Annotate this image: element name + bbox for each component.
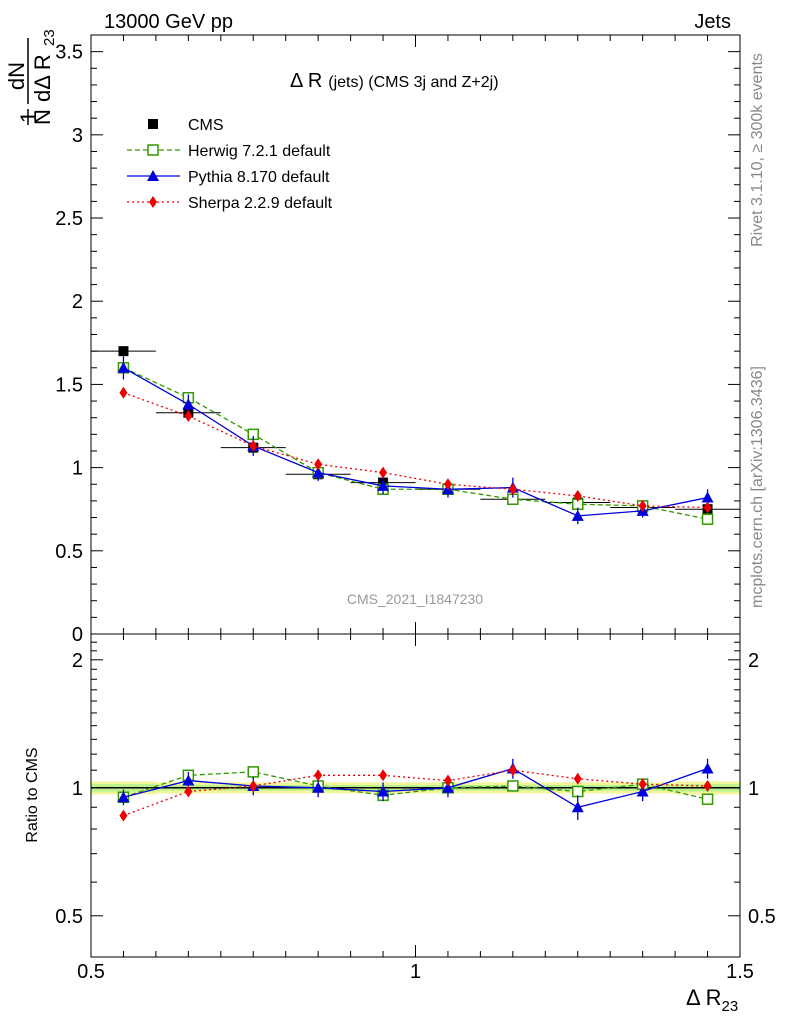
- data-point-herwig: [701, 513, 714, 525]
- data-point-pythia: [377, 479, 390, 491]
- header-left: 13000 GeV pp: [104, 11, 233, 33]
- ratio-point-sherpa: [119, 809, 128, 822]
- legend-marker-pythia: [147, 170, 159, 181]
- chart-title-main: Δ R: [290, 70, 322, 92]
- data-point-pythia: [312, 466, 325, 478]
- series-sherpa: [119, 386, 712, 514]
- data-point-sherpa: [443, 478, 452, 491]
- ratio-point-sherpa: [443, 774, 452, 787]
- header-right: Jets: [694, 11, 731, 33]
- ratio-point-herwig: [572, 785, 584, 798]
- x-tick-label: 1.5: [726, 961, 754, 983]
- data-point-pythia: [182, 398, 195, 410]
- mcplots-label: mcplots.cern.ch [arXiv:1306.3436]: [749, 366, 766, 608]
- ratio-y-tick-label-left: 0.5: [55, 906, 83, 928]
- ratio-y-label-text: Ratio to CMS: [24, 747, 41, 842]
- ratio-y-tick-label-right: 2: [748, 650, 759, 672]
- ratio-y-tick-label-left: 1: [72, 778, 83, 800]
- y-tick-label: 0: [72, 624, 83, 646]
- y-tick-label: 1: [72, 458, 83, 480]
- ratio-point-pythia: [571, 801, 584, 813]
- legend-label-pythia: Pythia 8.170 default: [188, 169, 330, 186]
- series-line-pythia: [123, 367, 708, 517]
- y-label-den: dΔ R: [30, 54, 55, 102]
- x-axis-label-main: Δ R: [686, 985, 721, 1010]
- ratio-line-pythia: [123, 767, 708, 808]
- x-axis-label-sub: 23: [721, 998, 738, 1015]
- rivet-label: Rivet 3.1.10, ≥ 300k events: [749, 53, 766, 247]
- data-point-cms: [118, 346, 129, 357]
- y-tick-label: 2: [72, 291, 83, 313]
- ratio-point-sherpa: [638, 778, 647, 791]
- ratio-point-pythia: [377, 785, 390, 797]
- x-axis-label: Δ R23: [686, 985, 738, 1015]
- ratio-point-sherpa: [249, 779, 258, 792]
- ratio-panel: 0.5 0.5 1 1 2 2 0.5 1 1.5 Ratio to CMS Δ R23: [24, 633, 776, 1015]
- data-point-pythia: [701, 491, 714, 503]
- ratio-y-axis-label: Ratio to CMS: [24, 747, 41, 842]
- y-tick-label: 2.5: [55, 208, 83, 230]
- data-point-pythia: [571, 509, 584, 521]
- ratio-point-pythia: [636, 785, 649, 797]
- data-point-sherpa: [314, 458, 323, 471]
- ratio-point-pythia: [441, 781, 454, 793]
- ratio-line-sherpa: [123, 769, 708, 817]
- ratio-point-pythia: [117, 791, 130, 803]
- ratio-point-pythia: [701, 762, 714, 774]
- data-point-sherpa: [573, 489, 582, 502]
- watermark: CMS_2021_I1847230: [347, 591, 483, 607]
- data-point-sherpa: [703, 501, 712, 514]
- data-point-sherpa: [184, 410, 193, 423]
- series-herwig: [117, 362, 714, 525]
- legend-label-cms: CMS: [188, 117, 224, 134]
- ratio-point-sherpa: [184, 785, 193, 798]
- data-point-sherpa: [508, 483, 517, 496]
- ratio-y-tick-label-right: 1: [748, 778, 759, 800]
- legend-label-sherpa: Sherpa 2.2.9 default: [188, 195, 333, 212]
- y-axis-label: 1NdNdΔ R23: [4, 29, 58, 125]
- legend-label-herwig: Herwig 7.2.1 default: [188, 143, 331, 160]
- data-point-sherpa: [119, 386, 128, 399]
- ratio-point-herwig: [701, 793, 714, 805]
- ratio-point-sherpa: [573, 772, 582, 785]
- ratio-point-sherpa: [379, 769, 388, 782]
- ratio-point-herwig: [247, 766, 259, 778]
- y-tick-label: 1.5: [55, 374, 83, 396]
- ratio-point-sherpa: [703, 779, 712, 792]
- x-tick-label: 0.5: [77, 961, 105, 983]
- y-label-den-sub: 23: [41, 29, 58, 46]
- series-line-sherpa: [123, 392, 708, 509]
- data-point-sherpa: [379, 466, 388, 479]
- ratio-y-tick-label-right: 0.5: [748, 906, 776, 928]
- legend-marker-herwig: [147, 144, 159, 156]
- legend-marker-sherpa: [149, 196, 157, 208]
- ratio-series-sherpa: [119, 764, 712, 822]
- series-line-herwig: [123, 367, 708, 520]
- legend: CMS Herwig 7.2.1 default Pythia 8.170 defa…: [127, 117, 333, 212]
- ratio-point-herwig: [507, 780, 519, 792]
- data-point-pythia: [117, 361, 130, 373]
- ratio-point-sherpa: [508, 764, 517, 777]
- ratio-point-pythia: [312, 781, 325, 793]
- data-point-sherpa: [249, 439, 258, 452]
- y-tick-label: 3.5: [55, 42, 83, 64]
- series-pythia: [117, 356, 714, 525]
- ratio-point-sherpa: [314, 769, 323, 782]
- chart-title: Δ R (jets) (CMS 3j and Z+2j): [290, 70, 499, 92]
- ratio-point-pythia: [182, 774, 195, 786]
- legend-marker-cms: [148, 119, 158, 129]
- y-tick-label: 3: [72, 125, 83, 147]
- chart-title-sub: (jets) (CMS 3j and Z+2j): [328, 74, 498, 91]
- y-label-dn: dN: [4, 62, 29, 90]
- ratio-line-herwig: [123, 771, 708, 800]
- data-point-sherpa: [638, 499, 647, 512]
- ratio-y-tick-label-left: 2: [72, 650, 83, 672]
- y-label-n: N: [30, 109, 55, 125]
- x-tick-label: 1: [410, 961, 421, 983]
- y-tick-label: 0.5: [55, 541, 83, 563]
